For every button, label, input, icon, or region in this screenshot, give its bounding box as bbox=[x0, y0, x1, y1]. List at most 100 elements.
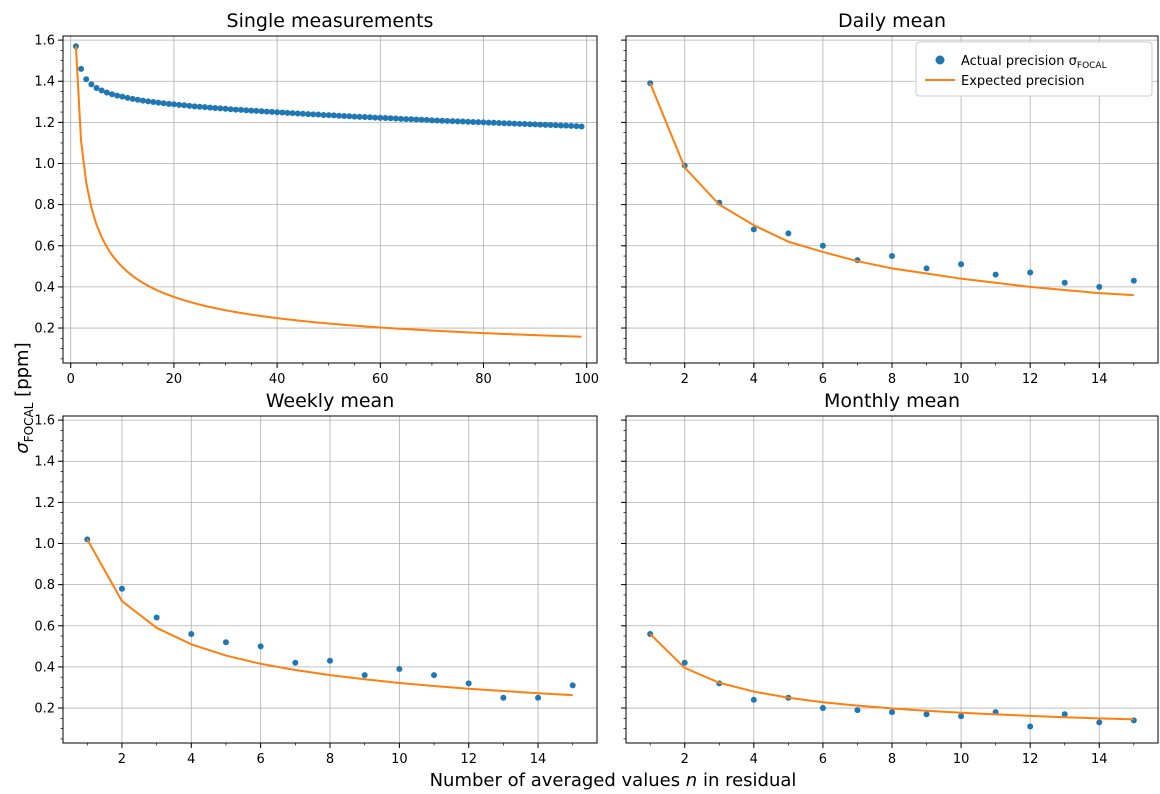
panel-single-measurements: 0 20 40 60 80 100 0.2 0.4 0.6 0.8 1.0 1.2 1.4 1.6 Sing… bbox=[34, 10, 599, 387]
actual-precision-point bbox=[521, 121, 528, 128]
actual-precision-point bbox=[191, 103, 198, 110]
actual-precision-point bbox=[103, 89, 110, 96]
actual-precision-point bbox=[568, 122, 575, 129]
actual-precision-point bbox=[160, 100, 167, 107]
y-tick-label: 1.0 bbox=[34, 157, 55, 172]
actual-precision-point bbox=[923, 711, 930, 718]
actual-precision-point bbox=[139, 97, 146, 104]
actual-precision-point bbox=[327, 657, 333, 664]
actual-precision-point bbox=[119, 93, 126, 100]
actual-precision-point bbox=[454, 118, 461, 125]
actual-precision-point bbox=[532, 121, 539, 128]
legend-frame bbox=[915, 41, 1153, 97]
actual-precision-point bbox=[428, 117, 435, 124]
actual-precision-point bbox=[366, 114, 373, 121]
actual-precision-point bbox=[578, 123, 585, 130]
panel-title: Daily mean bbox=[838, 10, 946, 32]
x-tick-label: 0 bbox=[67, 372, 75, 387]
actual-precision-point bbox=[88, 81, 95, 88]
x-tick-label: 4 bbox=[750, 752, 758, 767]
actual-precision-point bbox=[992, 271, 999, 278]
actual-precision-point bbox=[465, 680, 472, 687]
actual-precision-point bbox=[207, 104, 214, 111]
actual-precision-point bbox=[563, 122, 570, 129]
x-tick-label: 10 bbox=[391, 752, 408, 767]
actual-precision-point bbox=[396, 665, 403, 672]
x-tick-label: 12 bbox=[1022, 372, 1039, 387]
actual-precision-point bbox=[330, 112, 337, 119]
actual-precision-point bbox=[336, 112, 343, 119]
actual-precision-point bbox=[268, 108, 275, 115]
actual-precision-point bbox=[418, 116, 425, 123]
actual-precision-point bbox=[222, 105, 229, 112]
plot-frame bbox=[625, 35, 1159, 364]
panel-title: Weekly mean bbox=[266, 390, 395, 412]
actual-precision-point bbox=[346, 113, 353, 120]
actual-precision-point bbox=[516, 120, 523, 127]
x-tick-label: 10 bbox=[953, 372, 970, 387]
actual-precision-point bbox=[377, 114, 384, 121]
actual-precision-point bbox=[923, 265, 930, 272]
legend-actual-marker bbox=[935, 55, 945, 65]
x-tick-label: 100 bbox=[574, 372, 599, 387]
actual-precision-point bbox=[439, 117, 446, 124]
y-tick-label: 1.2 bbox=[34, 496, 55, 511]
y-tick-label: 0.6 bbox=[34, 239, 55, 254]
actual-precision-point bbox=[93, 85, 100, 92]
actual-precision-point bbox=[681, 659, 688, 666]
actual-precision-point bbox=[341, 113, 348, 120]
actual-precision-point bbox=[1027, 269, 1034, 276]
x-tick-label: 20 bbox=[166, 372, 183, 387]
y-tick-label: 0.4 bbox=[34, 280, 55, 295]
actual-precision-point bbox=[511, 120, 518, 127]
x-tick-label: 2 bbox=[118, 752, 126, 767]
panel-monthly-mean: 2 4 6 8 10 12 14 Monthly mean bbox=[621, 390, 1159, 767]
actual-precision-point bbox=[165, 100, 172, 107]
actual-precision-point bbox=[889, 709, 895, 716]
actual-precision-point bbox=[315, 111, 322, 118]
actual-precision-point bbox=[490, 119, 497, 126]
plot-frame bbox=[62, 415, 598, 744]
actual-precision-point bbox=[145, 98, 152, 105]
actual-precision-point bbox=[78, 65, 85, 72]
y-tick-label: 0.8 bbox=[34, 578, 55, 593]
actual-precision-point bbox=[506, 120, 513, 127]
actual-precision-point bbox=[155, 99, 162, 106]
actual-precision-point bbox=[325, 112, 332, 119]
actual-precision-point bbox=[485, 119, 492, 126]
y-tick-label: 1.4 bbox=[34, 455, 55, 470]
plot-frame bbox=[62, 35, 598, 364]
actual-precision-point bbox=[392, 115, 399, 122]
expected-precision-line bbox=[74, 46, 582, 338]
x-tick-label: 12 bbox=[460, 752, 477, 767]
actual-precision-point bbox=[1027, 723, 1034, 730]
actual-precision-point bbox=[222, 639, 229, 646]
x-tick-label: 12 bbox=[1022, 752, 1039, 767]
actual-precision-point bbox=[124, 94, 131, 101]
actual-precision-point bbox=[257, 643, 264, 650]
x-tick-label: 14 bbox=[1091, 372, 1108, 387]
actual-precision-point bbox=[1061, 279, 1068, 286]
actual-precision-point bbox=[1096, 719, 1103, 726]
actual-precision-point bbox=[387, 115, 394, 122]
actual-precision-point bbox=[465, 118, 472, 125]
panel-title: Monthly mean bbox=[824, 390, 960, 412]
actual-precision-point bbox=[854, 707, 861, 714]
actual-precision-point bbox=[361, 114, 368, 121]
x-tick-label: 6 bbox=[819, 372, 827, 387]
actual-precision-point bbox=[526, 121, 533, 128]
actual-precision-point bbox=[480, 119, 487, 126]
actual-precision-point bbox=[431, 672, 438, 679]
actual-precision-point bbox=[114, 92, 121, 99]
actual-precision-point bbox=[253, 107, 260, 114]
actual-precision-point bbox=[413, 116, 420, 123]
actual-precision-point bbox=[248, 107, 255, 114]
actual-precision-point bbox=[217, 105, 224, 112]
actual-precision-point bbox=[356, 113, 363, 120]
expected-precision-line bbox=[86, 538, 573, 697]
x-tick-label: 14 bbox=[530, 752, 547, 767]
actual-precision-point bbox=[201, 104, 208, 111]
actual-precision-point bbox=[569, 682, 576, 689]
actual-precision-point bbox=[403, 116, 410, 123]
x-tick-label: 6 bbox=[819, 752, 827, 767]
